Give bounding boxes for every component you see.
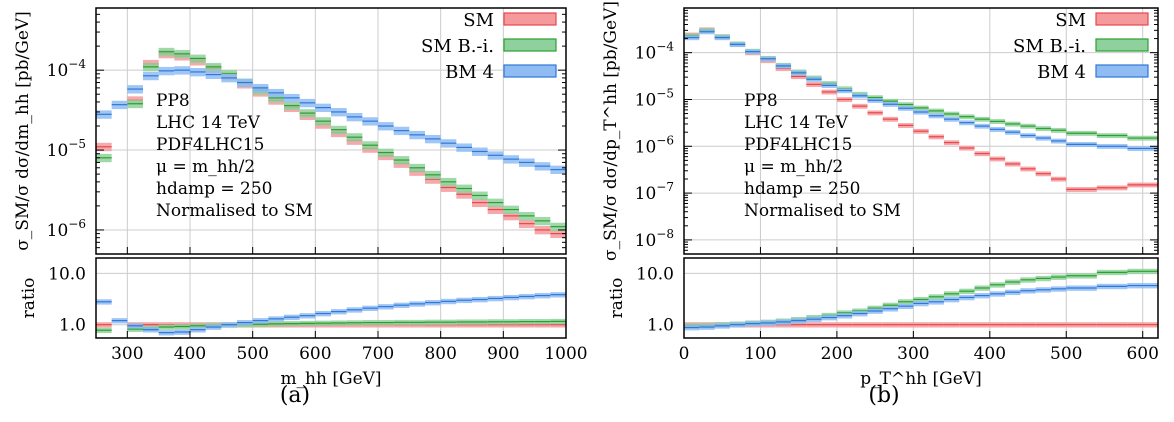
y-tick-base: 10 [635, 231, 657, 251]
ratio-plot-frame [683, 257, 1159, 339]
y-tick-base: 10 [635, 137, 657, 157]
x-tick-label: 600 [299, 344, 331, 364]
y-tick-base: 10 [635, 90, 657, 110]
ratio-axis-title: ratio [607, 278, 627, 319]
x-tick-label: 500 [236, 344, 268, 364]
info-line: hdamp = 250 [744, 179, 860, 199]
ratio-tick-label: 10.0 [48, 264, 86, 284]
ratio-tick-label: 1.0 [59, 316, 86, 336]
y-tick-exponent: −5 [656, 86, 674, 100]
info-line: LHC 14 TeV [156, 113, 261, 133]
info-line: LHC 14 TeV [744, 113, 849, 133]
y-tick-exponent: −7 [656, 180, 674, 194]
y-tick-base: 10 [47, 61, 69, 81]
x-tick-label: 600 [1126, 344, 1158, 364]
legend: SM SM B.-i. BM 4 [421, 10, 557, 83]
x-tick-label: 100 [744, 344, 776, 364]
legend-swatch [1095, 64, 1149, 78]
legend-swatch [1095, 12, 1149, 26]
y-tick-label: 10−4 [47, 57, 87, 81]
minor-ticks [96, 13, 567, 338]
y-tick-exponent: −6 [656, 133, 674, 147]
x-tick-label: 300 [111, 344, 143, 364]
x-tick-label: 300 [897, 344, 929, 364]
info-line: Normalised to SM [744, 201, 901, 221]
y-tick-exponent: −6 [68, 217, 86, 231]
y-tick-base: 10 [635, 184, 657, 204]
main-plot-frame [683, 7, 1159, 255]
x-tick-label: 700 [362, 344, 394, 364]
ratio-series [684, 268, 1158, 331]
info-line: PP8 [744, 91, 778, 111]
y-tick-label: 10−6 [635, 133, 674, 157]
y-tick-label: 10−8 [635, 227, 674, 251]
x-tick-label: 1000 [544, 344, 587, 364]
y-tick-exponent: −5 [68, 137, 86, 151]
legend-label: BM 4 [445, 62, 494, 83]
x-tick-label: 800 [424, 344, 456, 364]
ratio-plot-frame [95, 257, 567, 339]
legend: SM SM B.-i. BM 4 [1013, 10, 1149, 83]
legend-label: SM B.-i. [1013, 36, 1086, 57]
y-tick-base: 10 [635, 44, 657, 64]
y-axis-title: σ_SM/σ dσ/dm_hh [pb/GeV] [13, 11, 33, 251]
info-line: Normalised to SM [156, 201, 313, 221]
y-tick-label: 10−5 [47, 137, 86, 161]
info-line: PDF4LHC15 [156, 135, 264, 155]
legend-label: SM [1055, 10, 1086, 31]
y-tick-exponent: −4 [68, 57, 86, 71]
y-tick-base: 10 [47, 141, 69, 161]
main-plot-frame [95, 7, 567, 255]
x-tick-label: 500 [1050, 344, 1082, 364]
legend-swatch [1095, 38, 1149, 52]
chart-panel-b: 10−410−510−610−710−810.01.00 100 200 300 400… [601, 1, 1159, 408]
legend-swatch [503, 38, 557, 52]
legend-label: BM 4 [1037, 62, 1086, 83]
histogram-series [96, 47, 566, 239]
y-tick-label: 10−7 [635, 180, 674, 204]
x-tick-label: 400 [174, 344, 206, 364]
x-tick-label: 0 [679, 344, 690, 364]
legend-label: SM B.-i. [421, 36, 494, 57]
y-axis-title: σ_SM/σ dσ/dp_T^hh [pb/GeV] [601, 1, 621, 261]
x-tick-label: 900 [487, 344, 519, 364]
histogram-series [684, 27, 1158, 192]
x-tick-label: 200 [821, 344, 853, 364]
panel-caption: (b) [868, 383, 899, 408]
y-tick-label: 10−4 [635, 40, 675, 64]
minor-ticks [683, 9, 1158, 338]
y-tick-label: 10−6 [47, 217, 86, 241]
x-tick-label: 400 [974, 344, 1006, 364]
ratio-tick-label: 10.0 [636, 264, 674, 284]
y-tick-exponent: −4 [656, 40, 674, 54]
ratio-axis-title: ratio [19, 278, 39, 319]
legend-swatch [503, 64, 557, 78]
info-line: μ = m_hh/2 [156, 157, 255, 177]
info-line: hdamp = 250 [156, 179, 272, 199]
y-tick-exponent: −8 [656, 227, 674, 241]
panel-caption: (a) [280, 383, 310, 408]
ratio-series [96, 292, 566, 336]
x-axis-title: p_T^hh [GeV] [860, 369, 981, 389]
y-tick-base: 10 [47, 221, 69, 241]
info-line: PP8 [156, 91, 190, 111]
info-line: PDF4LHC15 [744, 135, 852, 155]
legend-swatch [503, 12, 557, 26]
info-line: μ = m_hh/2 [744, 157, 843, 177]
ratio-tick-label: 1.0 [647, 316, 674, 336]
x-axis-title: m_hh [GeV] [280, 369, 381, 389]
legend-label: SM [463, 10, 494, 31]
y-tick-label: 10−5 [635, 86, 674, 110]
